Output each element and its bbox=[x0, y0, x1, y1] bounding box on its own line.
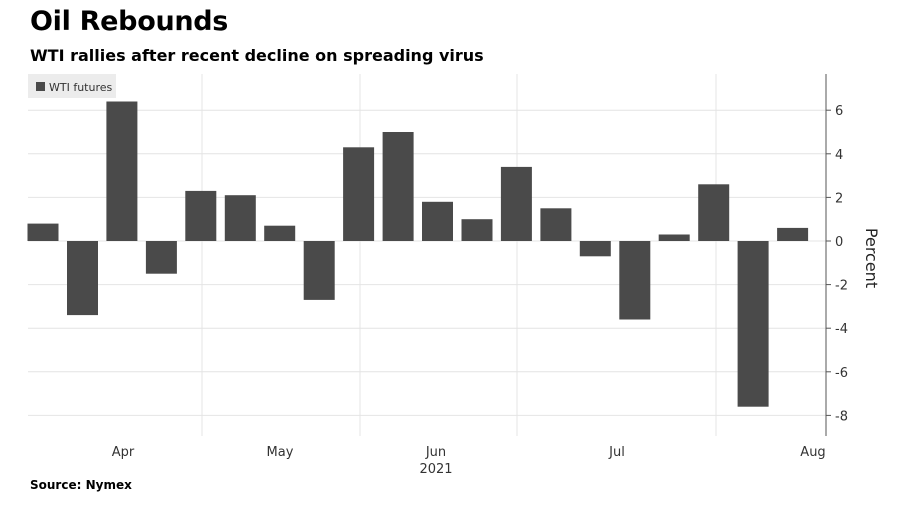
y-tick-label-3: -2 bbox=[835, 279, 848, 294]
y-tick-label-4: 0 bbox=[835, 235, 843, 250]
bar-8 bbox=[343, 147, 375, 241]
bar-4 bbox=[185, 190, 217, 241]
x-year-label: 2021 bbox=[419, 462, 452, 477]
source-note: Source: Nymex bbox=[30, 478, 132, 492]
bar-16 bbox=[658, 234, 690, 241]
bar-0 bbox=[27, 223, 59, 241]
y-tick-label-0: -8 bbox=[835, 409, 848, 424]
bar-7 bbox=[303, 241, 335, 300]
legend-label: WTI futures bbox=[49, 81, 113, 94]
legend: WTI futures bbox=[28, 74, 116, 98]
chart-subtitle: WTI rallies after recent decline on spre… bbox=[30, 46, 484, 65]
legend-swatch bbox=[36, 82, 45, 91]
y-axis: -8 -6 -4 -2 0 2 4 6 bbox=[825, 74, 848, 436]
y-tick-label-2: -4 bbox=[835, 322, 848, 337]
bar-11 bbox=[461, 219, 493, 241]
bar-1 bbox=[67, 241, 98, 316]
y-axis-label: Percent bbox=[862, 228, 881, 288]
bar-9 bbox=[382, 132, 414, 241]
x-axis: Apr May Jun Jul Aug 2021 bbox=[112, 445, 826, 477]
bar-6 bbox=[264, 225, 296, 241]
bar-19 bbox=[777, 227, 809, 241]
y-tick-label-5: 2 bbox=[835, 191, 843, 206]
x-tick-label-may: May bbox=[267, 445, 294, 460]
bar-5 bbox=[224, 195, 256, 241]
x-tick-label-jun: Jun bbox=[425, 445, 446, 460]
bar-12 bbox=[500, 166, 532, 241]
y-tick-label-1: -6 bbox=[835, 366, 848, 381]
bars bbox=[27, 101, 809, 407]
y-tick-label-7: 6 bbox=[835, 104, 843, 119]
bar-2 bbox=[106, 101, 138, 241]
x-tick-label-aug: Aug bbox=[800, 445, 825, 460]
bar-18 bbox=[737, 241, 769, 407]
bar-17 bbox=[698, 184, 730, 241]
bar-15 bbox=[619, 241, 651, 320]
bar-14 bbox=[579, 241, 611, 257]
chart-title: Oil Rebounds bbox=[30, 6, 229, 37]
x-tick-label-apr: Apr bbox=[112, 445, 135, 460]
bar-10 bbox=[422, 201, 453, 241]
bar-3 bbox=[145, 241, 177, 274]
bar-13 bbox=[540, 208, 572, 241]
x-tick-label-jul: Jul bbox=[608, 445, 625, 460]
y-tick-label-6: 4 bbox=[835, 148, 843, 163]
